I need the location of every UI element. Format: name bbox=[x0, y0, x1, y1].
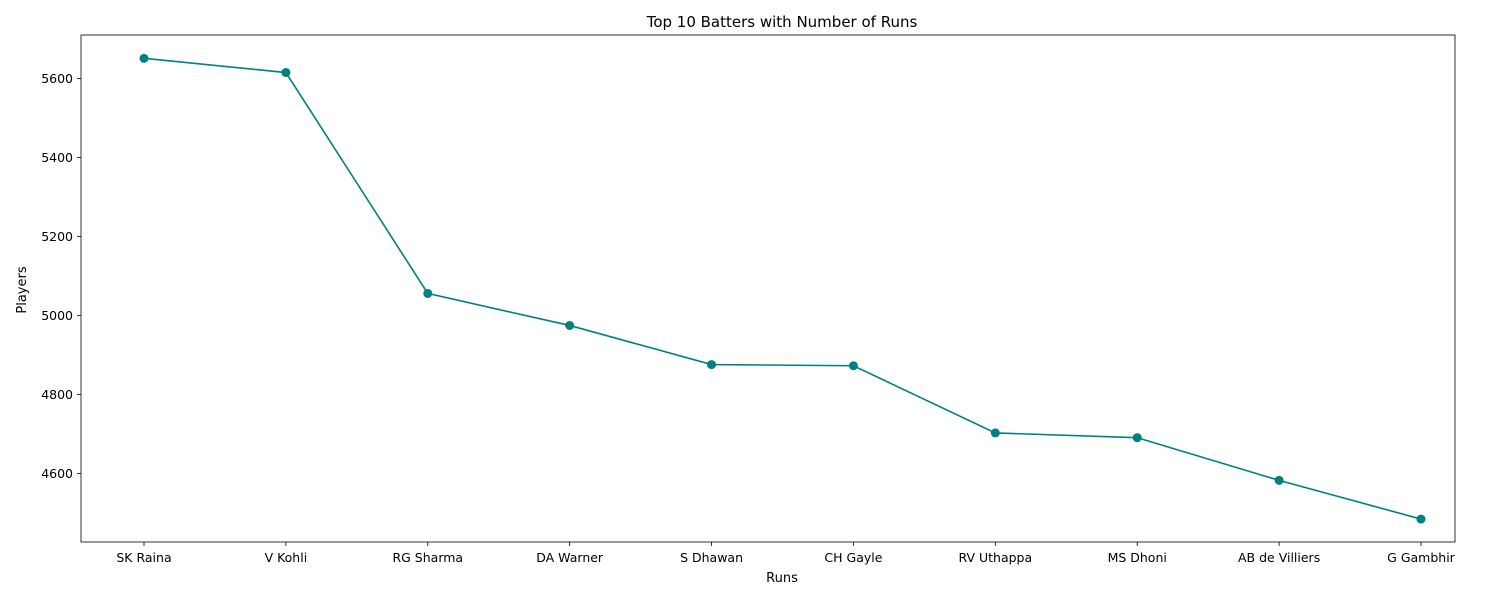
data-point bbox=[565, 320, 575, 330]
x-axis-label: Runs bbox=[766, 571, 798, 586]
series-runs bbox=[139, 53, 1426, 524]
x-tick-label: S Dhawan bbox=[680, 550, 743, 565]
data-point bbox=[707, 360, 717, 370]
y-tick-label: 4800 bbox=[41, 387, 73, 402]
x-tick-label: MS Dhoni bbox=[1108, 550, 1167, 565]
y-tick-label: 5200 bbox=[41, 229, 73, 244]
y-tick-label: 5000 bbox=[41, 308, 73, 323]
data-point bbox=[423, 288, 433, 298]
data-point bbox=[1132, 433, 1142, 443]
series-line bbox=[143, 57, 1422, 520]
plot-area bbox=[80, 34, 1456, 543]
y-tick-label: 4600 bbox=[41, 466, 73, 481]
x-tick-label: SK Raina bbox=[116, 550, 171, 565]
data-point bbox=[281, 68, 291, 78]
x-axis: SK Raina V Kohli RG Sharma DA Warner S Dhawa… bbox=[116, 542, 1456, 565]
data-point bbox=[848, 361, 858, 371]
y-axis: 4600 4800 5000 5200 5400 5600 bbox=[41, 71, 81, 481]
x-tick-label: G Gambhir bbox=[1387, 550, 1456, 565]
x-tick-label: AB de Villiers bbox=[1238, 550, 1320, 565]
x-tick-label: RV Uthappa bbox=[958, 550, 1032, 565]
data-point bbox=[1416, 514, 1426, 524]
y-axis-label: Players bbox=[15, 266, 30, 313]
data-point bbox=[990, 428, 1000, 438]
x-tick-label: CH Gayle bbox=[824, 550, 882, 565]
data-point bbox=[139, 53, 149, 63]
y-tick-label: 5600 bbox=[41, 71, 73, 86]
y-tick-label: 5400 bbox=[41, 150, 73, 165]
plot-frame bbox=[80, 34, 1456, 543]
x-tick-label: RG Sharma bbox=[392, 550, 463, 565]
chart-title: Top 10 Batters with Number of Runs bbox=[646, 13, 918, 31]
data-point bbox=[1274, 475, 1284, 485]
x-tick-label: DA Warner bbox=[536, 550, 604, 565]
x-tick-label: V Kohli bbox=[265, 550, 308, 565]
